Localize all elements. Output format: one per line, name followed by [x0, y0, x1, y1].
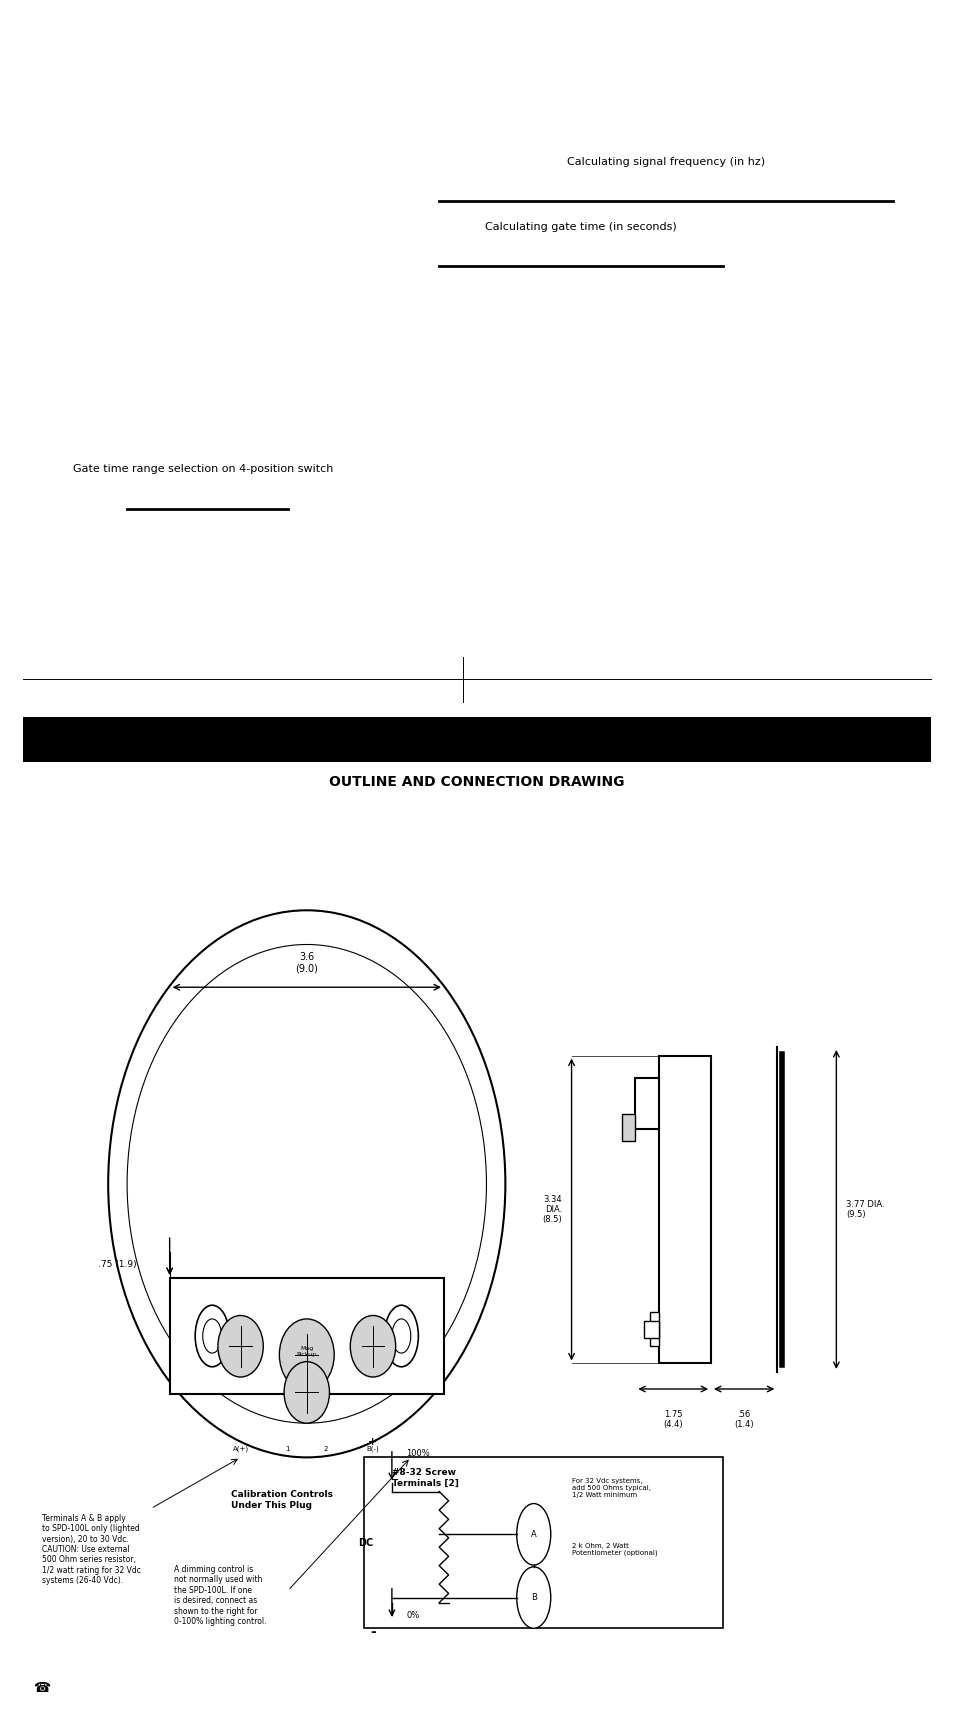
- Bar: [621, 1113, 635, 1141]
- Text: 1: 1: [285, 1447, 290, 1452]
- Text: OUTLINE AND CONNECTION DRAWING: OUTLINE AND CONNECTION DRAWING: [329, 775, 624, 789]
- Text: B(-): B(-): [366, 1445, 379, 1452]
- Text: .56
(1.4): .56 (1.4): [734, 1409, 753, 1429]
- Text: 100%: 100%: [406, 1450, 430, 1459]
- Text: A dimming control is
not normally used with
the SPD-100L. If one
is desired, con: A dimming control is not normally used w…: [174, 1565, 267, 1627]
- Bar: [635, 1077, 659, 1129]
- Text: A(+): A(+): [233, 1445, 249, 1452]
- Bar: [23, 716, 930, 761]
- Text: -: -: [370, 1625, 375, 1639]
- Ellipse shape: [279, 1319, 334, 1390]
- Text: Calculating gate time (in seconds): Calculating gate time (in seconds): [485, 222, 677, 232]
- Text: +: +: [368, 1438, 377, 1447]
- Bar: [659, 1055, 710, 1364]
- Text: Mag
Pickup: Mag Pickup: [296, 1345, 316, 1357]
- Circle shape: [517, 1503, 550, 1565]
- Text: DC: DC: [357, 1538, 373, 1548]
- Text: 1.75
(4.4): 1.75 (4.4): [662, 1409, 682, 1429]
- Text: Terminals A & B apply
to SPD-100L only (lighted
version), 20 to 30 Vdc.
CAUTION:: Terminals A & B apply to SPD-100L only (…: [42, 1514, 141, 1586]
- Text: 3.77 DIA.
(9.5): 3.77 DIA. (9.5): [845, 1199, 883, 1220]
- Text: Calibration Controls
Under This Plug: Calibration Controls Under This Plug: [231, 1491, 333, 1510]
- Text: 3.34
DIA.
(8.5): 3.34 DIA. (8.5): [542, 1194, 561, 1225]
- Text: Calculating signal frequency (in hz): Calculating signal frequency (in hz): [566, 156, 764, 167]
- Text: For 32 Vdc systems,
add 500 Ohms typical,
1/2 Watt minimum: For 32 Vdc systems, add 500 Ohms typical…: [571, 1477, 650, 1498]
- Ellipse shape: [217, 1316, 263, 1378]
- Bar: [363, 1457, 722, 1629]
- Text: B: B: [530, 1593, 537, 1603]
- Text: ☎: ☎: [33, 1682, 51, 1696]
- Text: 0%: 0%: [406, 1611, 419, 1620]
- Text: 3.6
(9.0): 3.6 (9.0): [295, 952, 318, 974]
- Bar: [170, 1278, 443, 1393]
- Text: 2: 2: [323, 1447, 328, 1452]
- Bar: [643, 1321, 659, 1338]
- Text: #8-32 Screw
Terminals [2]: #8-32 Screw Terminals [2]: [392, 1469, 458, 1488]
- Circle shape: [517, 1567, 550, 1629]
- Ellipse shape: [284, 1362, 329, 1423]
- Text: .75 (1.9): .75 (1.9): [98, 1259, 136, 1268]
- Text: A: A: [530, 1529, 536, 1539]
- Text: Gate time range selection on 4-position switch: Gate time range selection on 4-position …: [72, 464, 333, 474]
- Text: 2 k Ohm, 2 Watt
Potentiometer (optional): 2 k Ohm, 2 Watt Potentiometer (optional): [571, 1543, 657, 1557]
- Bar: [649, 1313, 659, 1347]
- Ellipse shape: [350, 1316, 395, 1378]
